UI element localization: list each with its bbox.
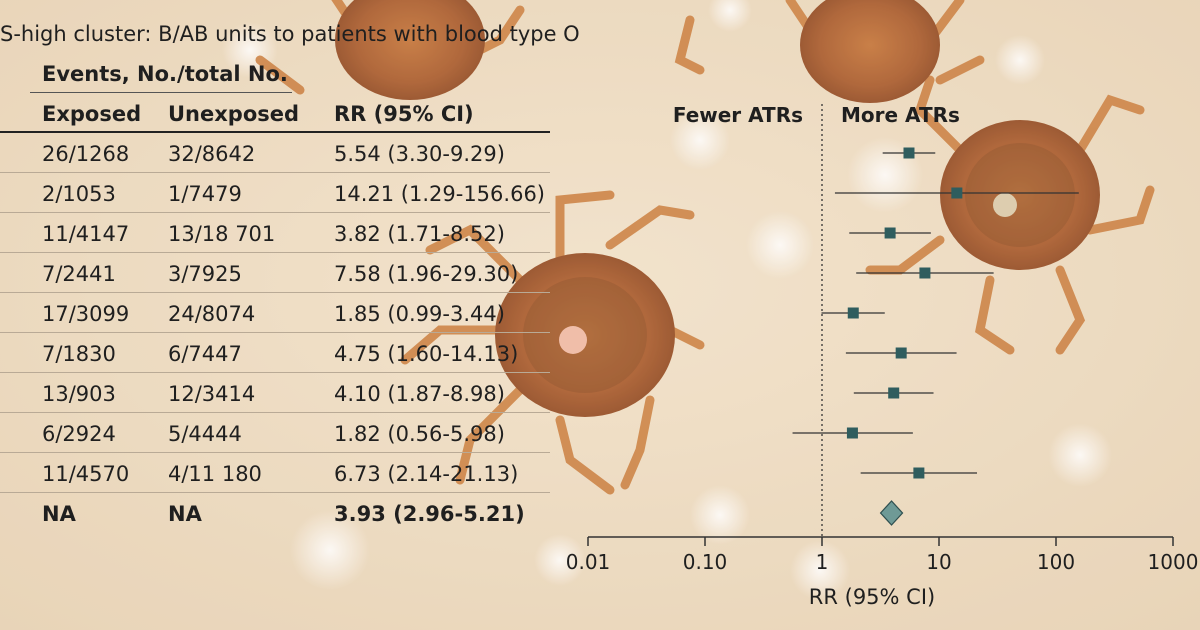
pooled-row-unexposed: NA: [168, 502, 202, 526]
forest-marks: [792, 147, 1079, 526]
row-2-rr: 14.21 (1.29-156.66): [334, 182, 545, 206]
row-7-unexposed: 12/3414: [168, 382, 256, 406]
row-7-rr: 4.10 (1.87-8.98): [334, 382, 505, 406]
header-rule: [0, 131, 550, 133]
row-2-unexposed: 1/7479: [168, 182, 242, 206]
row-divider: [0, 252, 550, 253]
estimate-marker-row-7: [888, 387, 900, 399]
row-divider: [0, 372, 550, 373]
row-3-rr: 3.82 (1.71-8.52): [334, 222, 505, 246]
x-tick-label: 1: [816, 550, 829, 574]
row-8-exposed: 6/2924: [42, 422, 116, 446]
pooled-estimate-diamond: [879, 500, 904, 526]
row-8-rr: 1.82 (0.56-5.98): [334, 422, 505, 446]
row-1-unexposed: 32/8642: [168, 142, 256, 166]
row-divider: [0, 412, 550, 413]
pooled-row-exposed: NA: [42, 502, 76, 526]
chart-title: S-high cluster: B/AB units to patients w…: [0, 22, 580, 46]
events-group-header: Events, No./total No.: [42, 62, 288, 86]
row-3-unexposed: 13/18 701: [168, 222, 276, 246]
row-1-exposed: 26/1268: [42, 142, 130, 166]
row-2-exposed: 2/1053: [42, 182, 116, 206]
estimate-marker-row-9: [913, 467, 925, 479]
estimate-marker-row-3: [884, 227, 896, 239]
estimate-marker-row-4: [919, 267, 931, 279]
x-tick-label: 1000: [1148, 550, 1199, 574]
row-divider: [0, 492, 550, 493]
row-9-exposed: 11/4570: [42, 462, 130, 486]
estimate-marker-row-5: [847, 307, 859, 319]
estimate-marker-row-1: [903, 147, 915, 159]
row-5-unexposed: 24/8074: [168, 302, 256, 326]
pooled-row-rr: 3.93 (2.96-5.21): [334, 502, 525, 526]
x-axis-label: RR (95% CI): [809, 585, 935, 609]
column-header-rr: RR (95% CI): [334, 102, 474, 126]
row-divider: [0, 212, 550, 213]
row-6-exposed: 7/1830: [42, 342, 116, 366]
row-6-unexposed: 6/7447: [168, 342, 242, 366]
x-axis-ticks: 0.01 0.10 1 10 100 1000: [566, 537, 1199, 574]
x-tick-label: 0.01: [566, 550, 611, 574]
row-divider: [0, 292, 550, 293]
column-header-exposed: Exposed: [42, 102, 142, 126]
x-tick-label: 10: [926, 550, 951, 574]
row-3-exposed: 11/4147: [42, 222, 130, 246]
x-tick-label: 0.10: [683, 550, 728, 574]
estimate-marker-row-2: [951, 187, 963, 199]
row-1-rr: 5.54 (3.30-9.29): [334, 142, 505, 166]
row-divider: [0, 452, 550, 453]
row-5-rr: 1.85 (0.99-3.44): [334, 302, 505, 326]
group-header-rule: [30, 92, 292, 93]
row-9-rr: 6.73 (2.14-21.13): [334, 462, 519, 486]
row-4-unexposed: 3/7925: [168, 262, 242, 286]
row-8-unexposed: 5/4444: [168, 422, 242, 446]
row-4-exposed: 7/2441: [42, 262, 116, 286]
estimate-marker-row-8: [846, 427, 858, 439]
estimate-marker-row-6: [895, 347, 907, 359]
x-tick-label: 100: [1037, 550, 1075, 574]
row-5-exposed: 17/3099: [42, 302, 130, 326]
row-divider: [0, 332, 550, 333]
row-6-rr: 4.75 (1.60-14.13): [334, 342, 519, 366]
column-header-unexposed: Unexposed: [168, 102, 300, 126]
row-divider: [0, 172, 550, 173]
row-7-exposed: 13/903: [42, 382, 116, 406]
annotation-fewer-atrs: Fewer ATRs: [673, 103, 803, 127]
row-4-rr: 7.58 (1.96-29.30): [334, 262, 519, 286]
row-9-unexposed: 4/11 180: [168, 462, 262, 486]
annotation-more-atrs: More ATRs: [841, 103, 960, 127]
